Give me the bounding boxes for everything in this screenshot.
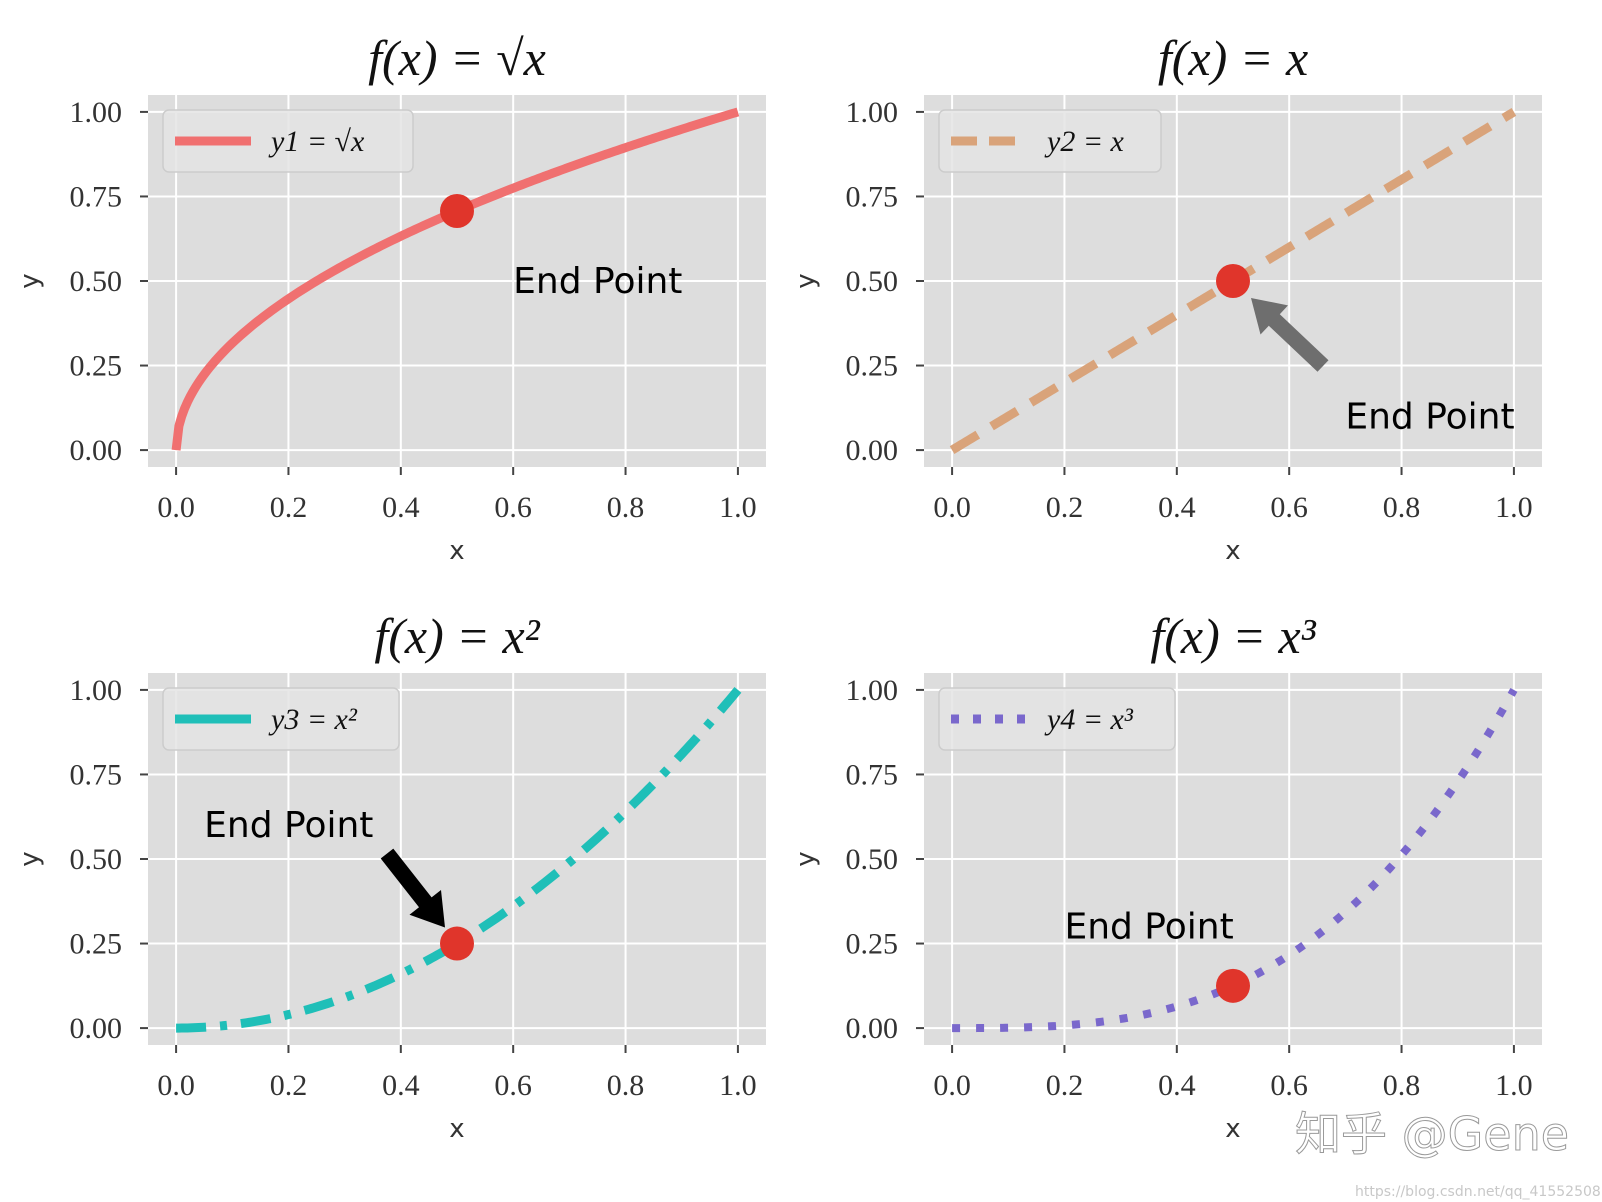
annotation-text: End Point <box>1345 396 1514 437</box>
y-tick-label: 1.00 <box>846 96 899 129</box>
subplot-1: 0.0 0.2 0.4 0.6 0.8 1.0 0.00 0.25 0.50 0.75 1.00 x y… <box>15 30 766 566</box>
x-tick-label: 0.0 <box>157 491 195 524</box>
x-tick-label: 0.4 <box>382 1069 420 1102</box>
x-tick-label: 0.0 <box>933 1069 971 1102</box>
end-point-marker <box>440 926 474 961</box>
subplot-title: f(x) = √x <box>368 30 546 86</box>
watermark-url: https://blog.csdn.net/qq_41552508 <box>1355 1184 1601 1200</box>
annotation-arrow <box>380 848 445 928</box>
y-tick-label: 0.00 <box>70 1012 123 1045</box>
annotation-text: End Point <box>513 261 682 302</box>
y-tick-label: 0.25 <box>846 928 899 961</box>
x-tick-label: 0.6 <box>1270 1069 1308 1102</box>
y-tick-label: 0.00 <box>846 1012 899 1045</box>
subplot-title: f(x) = x <box>1158 30 1308 86</box>
x-tick-label: 1.0 <box>1495 491 1533 524</box>
subplot-3: 0.0 0.2 0.4 0.6 0.8 1.0 0.00 0.25 0.50 0.75 1.00 x y… <box>15 608 766 1144</box>
x-tick-label: 0.0 <box>157 1069 195 1102</box>
x-tick-label: 0.0 <box>933 491 971 524</box>
x-axis-label: x <box>1225 536 1240 566</box>
x-tick-label: 1.0 <box>1495 1069 1533 1102</box>
legend-box <box>938 109 1162 173</box>
y-tick-label: 0.75 <box>846 180 899 213</box>
y-tick-label: 0.00 <box>70 434 123 467</box>
annotation-arrow <box>1251 298 1329 372</box>
y-axis-label: y <box>15 273 45 288</box>
legend-box <box>938 687 1176 751</box>
end-point-marker <box>1216 968 1250 1003</box>
x-axis-label: x <box>1225 1114 1240 1144</box>
y-tick-label: 0.25 <box>70 350 123 383</box>
subplot-2: 0.0 0.2 0.4 0.6 0.8 1.0 0.00 0.25 0.50 0.75 1.00 x y… <box>791 30 1542 566</box>
subplot-title: f(x) = x² <box>374 608 540 664</box>
x-tick-label: 0.4 <box>1158 1069 1196 1102</box>
y-tick-label: 1.00 <box>70 674 123 707</box>
x-tick-label: 0.6 <box>1270 491 1308 524</box>
annotation-text: End Point <box>204 805 373 846</box>
x-tick-label: 1.0 <box>719 491 757 524</box>
x-tick-label: 0.8 <box>1383 491 1421 524</box>
x-tick-label: 0.4 <box>1158 491 1196 524</box>
legend-label: y2 = x <box>1044 125 1125 158</box>
end-point-marker <box>1216 264 1250 298</box>
y-tick-label: 0.00 <box>846 434 899 467</box>
x-tick-label: 0.6 <box>494 491 532 524</box>
subplot-grid: 0.0 0.2 0.4 0.6 0.8 1.0 0.00 0.25 0.50 0.75 1.00 x y… <box>15 30 1542 1144</box>
legend-label: y1 = √x <box>268 125 365 158</box>
y-tick-label: 1.00 <box>846 674 899 707</box>
x-tick-label: 0.8 <box>607 1069 645 1102</box>
watermark-text: 知乎 @Gene <box>1295 1107 1569 1161</box>
y-tick-label: 0.50 <box>70 843 123 876</box>
legend-label: y3 = x² <box>268 703 358 736</box>
y-tick-label: 0.50 <box>846 843 899 876</box>
y-axis-label: y <box>791 273 821 288</box>
x-tick-label: 0.2 <box>1046 491 1084 524</box>
subplot-4: 0.0 0.2 0.4 0.6 0.8 1.0 0.00 0.25 0.50 0.75 1.00 x y… <box>791 608 1542 1144</box>
series-line <box>176 687 742 1033</box>
y-tick-label: 0.75 <box>70 758 123 791</box>
x-axis-label: x <box>449 1114 464 1144</box>
x-tick-label: 1.0 <box>719 1069 757 1102</box>
x-tick-label: 0.2 <box>270 1069 308 1102</box>
x-axis-label: x <box>449 536 464 566</box>
x-tick-label: 0.2 <box>270 491 308 524</box>
y-axis-label: y <box>791 851 821 866</box>
series-line <box>952 687 1518 1033</box>
y-tick-label: 0.75 <box>846 758 899 791</box>
x-tick-label: 0.2 <box>1046 1069 1084 1102</box>
y-tick-label: 0.25 <box>846 350 899 383</box>
annotation-text: End Point <box>1064 907 1233 948</box>
legend-label: y4 = x³ <box>1044 703 1134 736</box>
x-tick-label: 0.6 <box>494 1069 532 1102</box>
legend-box <box>162 109 414 173</box>
x-tick-label: 0.8 <box>1383 1069 1421 1102</box>
legend-box <box>162 687 400 751</box>
end-point-marker <box>440 193 474 228</box>
subplot-title: f(x) = x³ <box>1150 608 1316 664</box>
y-tick-label: 0.50 <box>70 265 123 298</box>
y-tick-label: 0.25 <box>70 928 123 961</box>
x-tick-label: 0.8 <box>607 491 645 524</box>
y-tick-label: 0.50 <box>846 265 899 298</box>
y-tick-label: 0.75 <box>70 180 123 213</box>
y-tick-label: 1.00 <box>70 96 123 129</box>
y-axis-label: y <box>15 851 45 866</box>
x-tick-label: 0.4 <box>382 491 420 524</box>
